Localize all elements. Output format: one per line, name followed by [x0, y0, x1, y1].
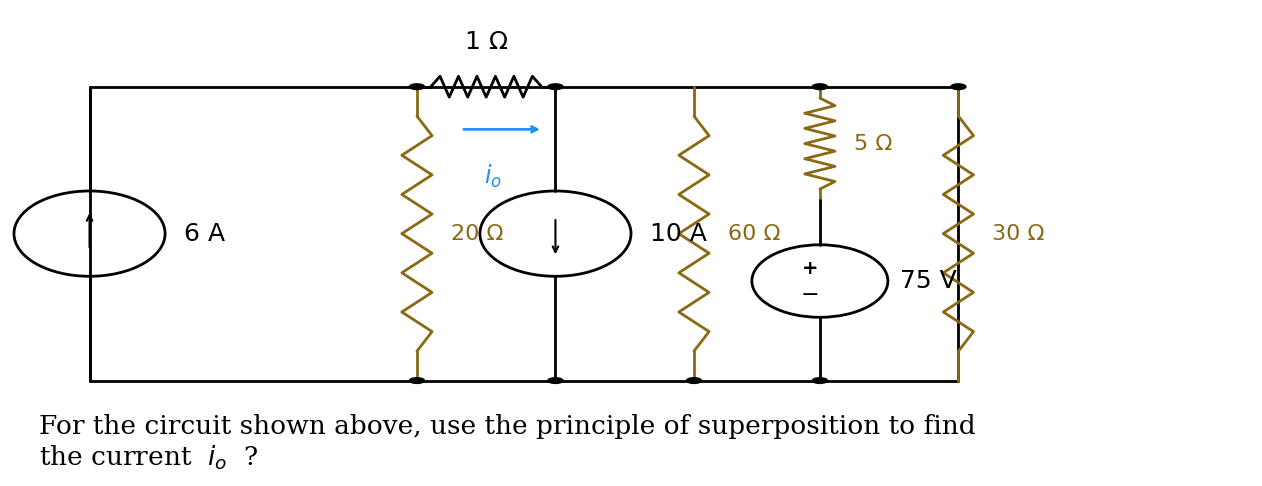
Circle shape [548, 84, 563, 89]
Text: 60 Ω: 60 Ω [728, 224, 780, 243]
Circle shape [548, 378, 563, 383]
Circle shape [950, 84, 965, 89]
Circle shape [687, 378, 702, 383]
Circle shape [409, 84, 424, 89]
Text: 6 A: 6 A [184, 222, 225, 245]
Text: For the circuit shown above, use the principle of superposition to find
the curr: For the circuit shown above, use the pri… [39, 414, 976, 471]
Text: −: − [800, 285, 819, 305]
Circle shape [813, 378, 828, 383]
Text: 5 Ω: 5 Ω [854, 134, 892, 154]
Circle shape [409, 378, 424, 383]
Text: 20 Ω: 20 Ω [451, 224, 504, 243]
Text: +: + [801, 259, 818, 278]
Text: 75 V: 75 V [901, 269, 957, 293]
Circle shape [813, 84, 828, 89]
Text: 1 Ω: 1 Ω [464, 30, 507, 53]
Text: $i_o$: $i_o$ [483, 162, 501, 190]
Text: 10 A: 10 A [650, 222, 707, 245]
Text: 30 Ω: 30 Ω [992, 224, 1045, 243]
